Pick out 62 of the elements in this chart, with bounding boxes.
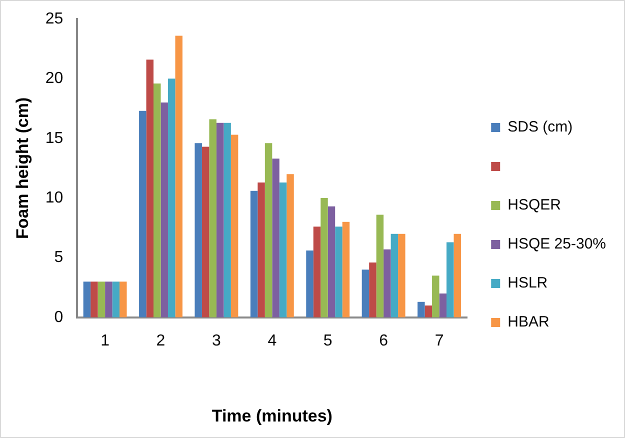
bar — [320, 198, 328, 318]
bar — [258, 182, 265, 318]
bar — [112, 282, 120, 318]
bar — [250, 190, 258, 318]
bar — [439, 294, 447, 318]
bar — [146, 60, 154, 318]
bar — [194, 143, 202, 318]
y-tick-label: 5 — [54, 249, 64, 266]
bar — [230, 134, 238, 318]
bar — [390, 234, 398, 318]
y-tick-label: 0 — [54, 308, 64, 326]
x-tick-label: 3 — [212, 332, 221, 350]
bar — [454, 234, 461, 318]
bar — [279, 182, 287, 318]
y-tick-label: 10 — [45, 189, 64, 206]
x-tick-label: 4 — [268, 332, 277, 350]
legend-label: HSLR — [508, 274, 548, 292]
x-tick-label: 2 — [156, 332, 166, 350]
bar — [328, 206, 336, 318]
bar — [160, 102, 168, 318]
bar — [154, 83, 161, 318]
y-tick-label: 15 — [45, 130, 64, 147]
bar — [369, 262, 376, 318]
bar — [398, 234, 406, 318]
bar — [335, 226, 342, 318]
bar — [209, 119, 216, 318]
legend-label: HSQER — [508, 196, 562, 214]
bar — [384, 249, 391, 318]
legend-label: HBAR — [508, 314, 550, 331]
bar — [446, 242, 454, 318]
bar — [313, 226, 321, 318]
bar — [424, 305, 432, 318]
bar — [83, 282, 91, 318]
bar — [342, 222, 350, 318]
bar — [98, 282, 106, 318]
x-tick-label: 7 — [434, 332, 444, 350]
bar — [120, 282, 127, 318]
y-axis-title: Foam height (cm) — [12, 97, 32, 240]
bar — [139, 110, 146, 318]
y-tick-label: 25 — [45, 10, 64, 28]
bar — [418, 302, 425, 318]
bar — [376, 214, 384, 318]
bar — [362, 270, 370, 318]
y-tick-label: 20 — [45, 70, 64, 88]
bar — [432, 276, 440, 318]
bar — [216, 122, 224, 318]
bar — [286, 174, 294, 318]
bar — [168, 78, 176, 318]
bar — [264, 143, 272, 318]
legend-label: SDS (cm) — [508, 118, 573, 136]
x-tick-label: 1 — [100, 332, 110, 350]
bar — [224, 122, 231, 318]
bar — [90, 282, 98, 318]
legend-label: HSQE 25-30% — [508, 236, 606, 253]
bar — [175, 36, 182, 318]
x-axis-title: Time (minutes) — [212, 406, 332, 426]
bar — [306, 250, 314, 318]
bar — [202, 146, 210, 318]
bar — [272, 158, 280, 318]
x-tick-label: 6 — [379, 332, 388, 350]
bar — [105, 282, 112, 318]
x-tick-label: 5 — [323, 332, 332, 350]
